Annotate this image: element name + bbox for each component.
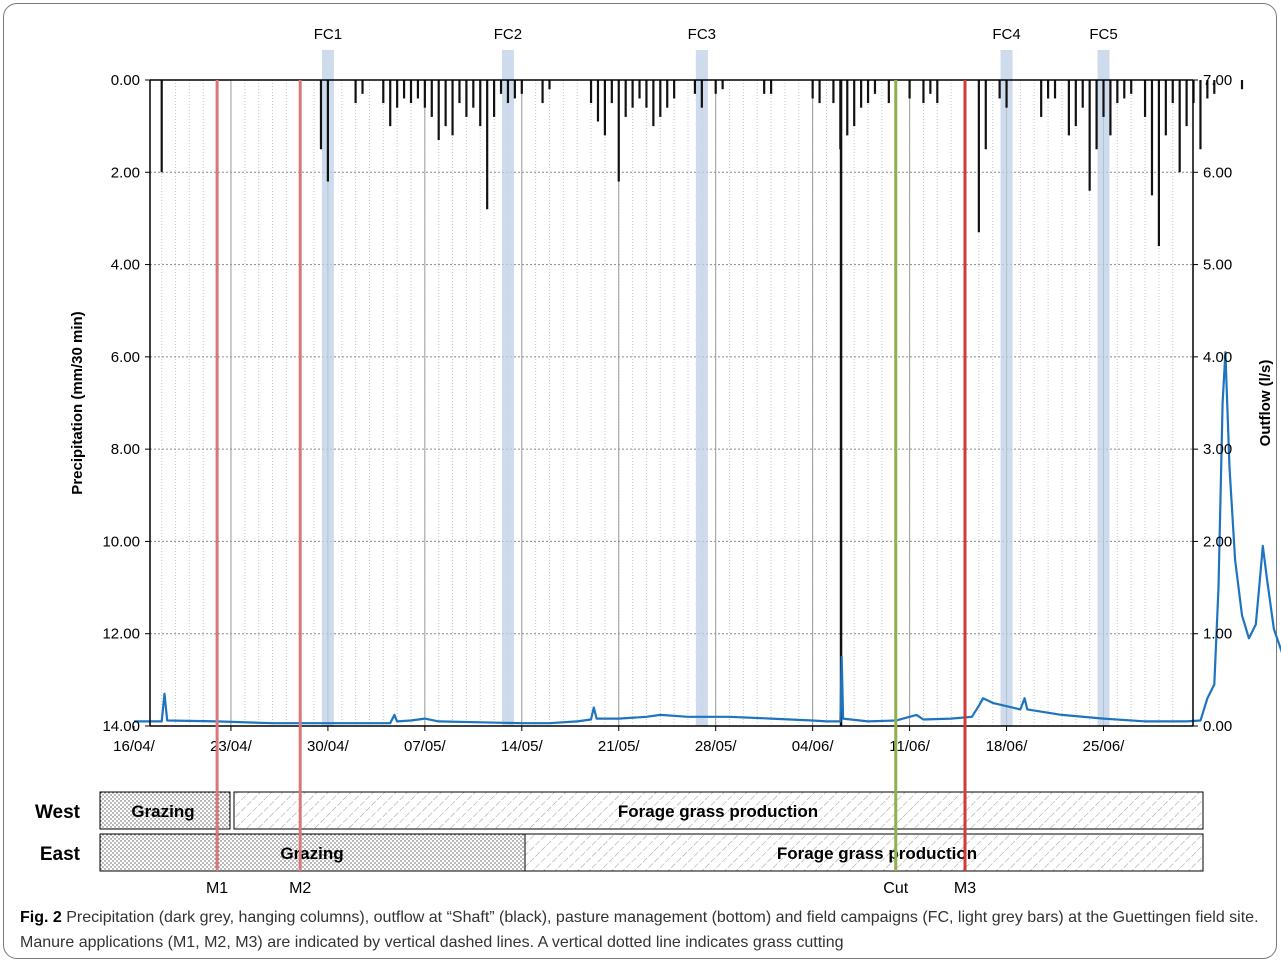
field-campaign-label: FC3	[688, 26, 716, 43]
x-tick-label: 21/05/	[598, 738, 641, 755]
x-tick-label: 07/05/	[404, 738, 447, 755]
y-left-tick-label: 8.00	[111, 441, 140, 458]
figure-frame	[3, 3, 1277, 959]
management-segment-label: Grazing	[131, 802, 194, 821]
x-tick-label: 28/05/	[695, 738, 738, 755]
event-label: M1	[206, 880, 228, 897]
field-campaign-label: FC5	[1089, 26, 1117, 43]
event-label: Cut	[883, 880, 908, 897]
outflow-line	[134, 351, 1281, 725]
y-right-tick-label: 7.00	[1203, 72, 1232, 89]
event-label: M2	[289, 880, 311, 897]
y-right-tick-label: 4.00	[1203, 349, 1232, 366]
management-segment	[99, 791, 231, 830]
axes-layer: 0.00 2.00 4.00 6.00 8.00 10.00 12.00 14.00 7.00 6…	[69, 72, 1274, 755]
x-tick-label: 14/05/	[501, 738, 544, 755]
x-tick-label: 25/06/	[1083, 738, 1126, 755]
field-campaign-label: FC2	[494, 26, 522, 43]
figure-caption: Fig. 2 Precipitation (dark grey, hanging…	[20, 905, 1270, 955]
y-right-tick-label: 1.00	[1203, 626, 1232, 643]
x-tick-label: 16/04/	[113, 738, 156, 755]
event-lines: M1 M2 Cut M3	[206, 80, 976, 897]
grid-layer	[150, 79, 1193, 727]
y-right-tick-label: 3.00	[1203, 441, 1232, 458]
management-segment-label: Forage grass production	[618, 802, 818, 821]
outflow-series	[134, 351, 1281, 725]
y-right-tick-label: 6.00	[1203, 164, 1232, 181]
y-left-tick-label: 14.00	[102, 718, 140, 735]
management-segment	[233, 791, 1204, 830]
field-campaign-bar	[501, 50, 514, 726]
management-segment	[99, 833, 526, 872]
caption-text: Precipitation (dark grey, hanging column…	[20, 909, 1259, 951]
field-campaign-bar	[1097, 50, 1110, 726]
y-right-axis-title: Outflow (l/s)	[1257, 360, 1274, 447]
management-segment-label: Forage grass production	[777, 844, 977, 863]
y-right-tick-label: 0.00	[1203, 718, 1232, 735]
y-left-tick-label: 12.00	[102, 626, 140, 643]
management-segment-label: Grazing	[280, 844, 343, 863]
y-right-tick-label: 5.00	[1203, 257, 1232, 274]
x-tick-label: 30/04/	[307, 738, 350, 755]
management-row-label: West	[35, 802, 81, 823]
management-segment	[524, 833, 1204, 872]
field-campaign-bar	[1000, 50, 1013, 726]
x-tick-label: 11/06/	[889, 738, 930, 755]
chart-canvas: FC1 FC2 FC3 FC4 FC5 0.00 2.00 4.00 6.00 8.00 10.0…	[35, 26, 1281, 897]
management-timeline: West Grazing Forage grass production East Gr…	[35, 791, 1204, 872]
y-right-tick-label: 2.00	[1203, 533, 1232, 550]
y-left-tick-label: 6.00	[111, 349, 140, 366]
field-campaign-label: FC4	[992, 26, 1020, 43]
y-left-tick-label: 0.00	[111, 72, 140, 89]
y-left-tick-label: 2.00	[111, 164, 140, 181]
management-row-label: East	[40, 844, 81, 865]
event-label: M3	[954, 880, 976, 897]
x-tick-label: 23/04/	[210, 738, 253, 755]
y-left-axis-title: Precipitation (mm/30 min)	[69, 311, 86, 494]
y-left-tick-label: 4.00	[111, 257, 140, 274]
y-left-tick-label: 10.00	[102, 533, 140, 550]
field-campaign-bars: FC1 FC2 FC3 FC4 FC5	[314, 26, 1118, 726]
x-tick-label: 04/06/	[792, 738, 835, 755]
caption-label: Fig. 2	[20, 909, 62, 926]
x-tick-label: 18/06/	[986, 738, 1029, 755]
field-campaign-bar	[321, 50, 334, 726]
field-campaign-bar	[695, 50, 708, 726]
field-campaign-label: FC1	[314, 26, 342, 43]
